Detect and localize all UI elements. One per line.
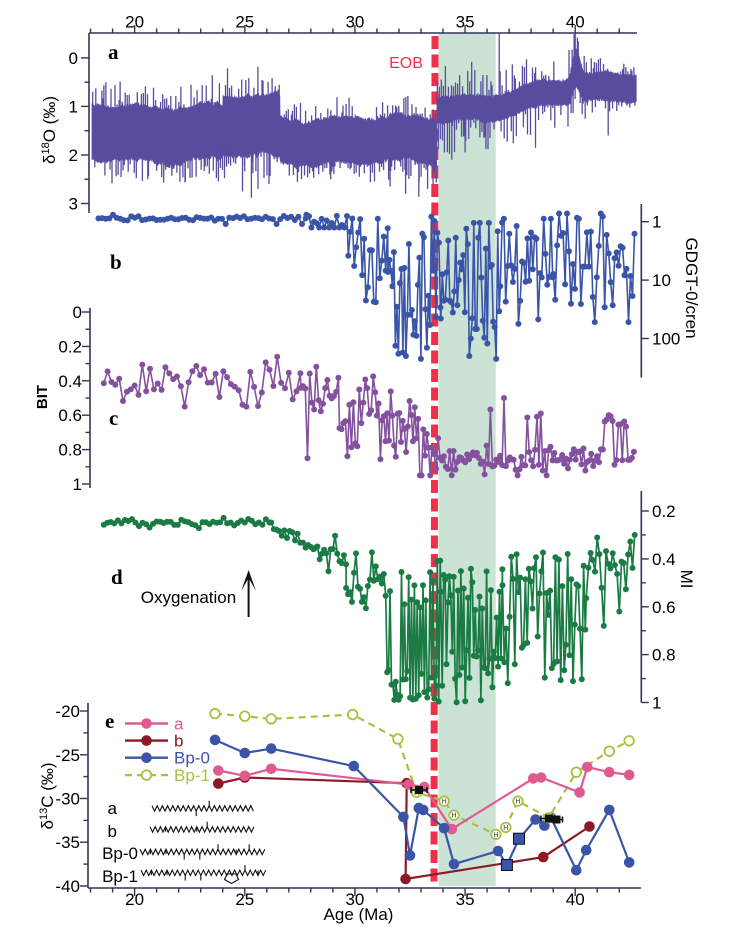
svg-text:a: a [108,799,118,818]
svg-text:1: 1 [652,213,661,232]
svg-text:b: b [110,250,122,274]
svg-text:0: 0 [73,303,82,322]
svg-text:0.2: 0.2 [652,502,676,521]
svg-text:0.4: 0.4 [652,550,676,569]
svg-text:0.6: 0.6 [652,598,676,617]
svg-text:b: b [108,822,117,841]
svg-text:-20: -20 [55,702,80,721]
svg-text:25: 25 [235,890,254,909]
svg-text:3: 3 [69,195,78,214]
svg-text:40: 40 [566,13,585,32]
svg-text:0.2: 0.2 [58,337,82,356]
svg-text:a: a [174,715,184,734]
svg-text:35: 35 [456,13,475,32]
svg-text:20: 20 [125,890,144,909]
svg-text:b: b [174,732,183,751]
svg-text:d: d [111,565,123,589]
svg-text:0.8: 0.8 [58,441,82,460]
svg-text:H: H [451,813,456,820]
svg-text:Bp-0: Bp-0 [102,844,138,863]
svg-text:0.8: 0.8 [652,646,676,665]
svg-text:0: 0 [69,49,78,68]
svg-text:-35: -35 [55,833,80,852]
svg-text:25: 25 [235,13,254,32]
svg-text:H: H [515,799,520,806]
svg-text:Age (Ma): Age (Ma) [324,905,394,924]
svg-text:20: 20 [125,13,144,32]
svg-text:e: e [105,709,114,733]
svg-text:-25: -25 [55,746,80,765]
svg-text:Bp-0: Bp-0 [174,749,210,768]
svg-text:1: 1 [652,694,661,713]
svg-text:a: a [108,40,119,64]
svg-text:1: 1 [69,97,78,116]
svg-text:Oxygenation: Oxygenation [141,588,236,607]
svg-text:30: 30 [345,13,364,32]
svg-text:c: c [109,406,118,430]
svg-text:30: 30 [345,890,364,909]
svg-text:2: 2 [69,146,78,165]
svg-text:10: 10 [652,271,671,290]
svg-text:H: H [493,832,498,839]
svg-text:Bp-1: Bp-1 [174,766,210,785]
svg-text:1: 1 [73,475,82,494]
svg-text:H: H [442,799,447,806]
svg-text:0.6: 0.6 [58,406,82,425]
svg-text:35: 35 [456,890,475,909]
svg-text:40: 40 [566,890,585,909]
svg-text:100: 100 [652,330,680,349]
svg-text:MI: MI [677,570,696,589]
svg-text:GDGT-0/cren: GDGT-0/cren [682,237,701,338]
svg-text:-30: -30 [55,790,80,809]
svg-text:H: H [503,825,508,832]
svg-text:-40: -40 [55,877,80,896]
svg-text:BIT: BIT [34,385,51,409]
svg-text:Bp-1: Bp-1 [102,867,138,886]
svg-text:0.4: 0.4 [58,372,82,391]
svg-text:EOB: EOB [389,55,423,72]
